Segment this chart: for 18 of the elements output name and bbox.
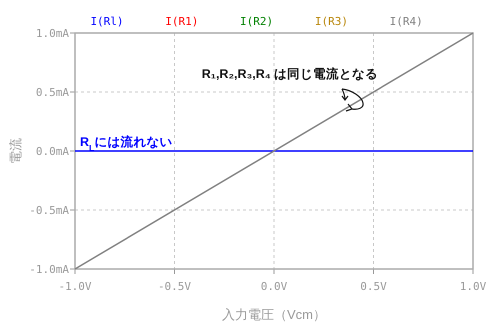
y-tick-label: -0.5mA xyxy=(29,204,70,217)
text: I(Rl) xyxy=(90,15,124,28)
legend-label: I(R2) xyxy=(240,15,274,28)
x-axis-title: 入力電圧（Vcm） xyxy=(222,307,326,322)
x-tick-label: 0.0V xyxy=(260,280,288,293)
x-tick-label: 1.0V xyxy=(460,280,487,293)
y-axis-title: 電流 xyxy=(8,138,23,164)
y-tick-label: 0.5mA xyxy=(36,86,70,99)
y-tick-label: 1.0mA xyxy=(36,27,70,40)
legend-label: I(R1) xyxy=(165,15,198,28)
y-tick-label: -1.0mA xyxy=(29,263,70,276)
annotation: R₁,R₂,R₃,R₄ は同じ電流となる xyxy=(202,66,378,81)
x-tick-label: 0.5V xyxy=(360,280,388,293)
text: I(R4) xyxy=(390,15,423,28)
x-tick-label: -0.5V xyxy=(158,280,192,293)
legend-label: I(R3) xyxy=(314,15,348,28)
y-tick-label: 0.0mA xyxy=(36,145,70,158)
x-tick-label: -1.0V xyxy=(58,280,92,293)
